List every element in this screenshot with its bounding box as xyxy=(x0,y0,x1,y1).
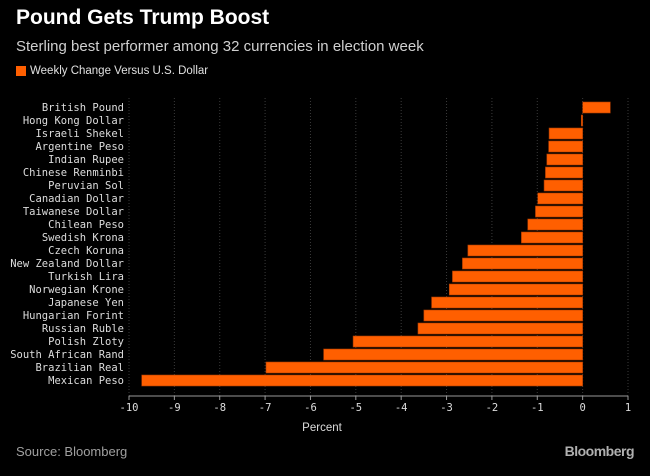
x-tick-label: -4 xyxy=(395,402,408,414)
x-tick-label: -1 xyxy=(531,402,544,414)
bar xyxy=(521,231,583,244)
source-note: Source: Bloomberg xyxy=(16,444,128,459)
bar xyxy=(582,101,611,114)
category-label: Hungarian Forint xyxy=(23,310,124,322)
category-label: Japanese Yen xyxy=(48,297,124,309)
category-label: Czech Koruna xyxy=(48,245,124,257)
x-tick-label: -2 xyxy=(486,402,499,414)
category-label: Indian Rupee xyxy=(48,154,124,166)
category-label: South African Rand xyxy=(10,349,124,361)
bar xyxy=(527,218,583,231)
bar xyxy=(537,192,583,205)
category-label: Russian Ruble xyxy=(42,323,124,335)
category-label: Chilean Peso xyxy=(48,219,124,231)
bar xyxy=(580,114,583,127)
bar xyxy=(141,374,583,387)
x-tick-label: 0 xyxy=(579,402,585,414)
category-label: Swedish Krona xyxy=(42,232,124,244)
chart-subtitle: Sterling best performer among 32 currenc… xyxy=(16,38,424,55)
x-tick-label: 1 xyxy=(625,402,631,414)
legend-label: Weekly Change Versus U.S. Dollar xyxy=(30,65,209,77)
bar xyxy=(323,348,583,361)
chart-title: Pound Gets Trump Boost xyxy=(16,6,270,29)
x-axis-label: Percent xyxy=(302,422,342,434)
bar xyxy=(548,140,583,153)
category-label: Taiwanese Dollar xyxy=(23,206,124,218)
category-label: New Zealand Dollar xyxy=(10,258,124,270)
category-label: Mexican Peso xyxy=(48,375,124,387)
category-label: Canadian Dollar xyxy=(29,193,124,205)
bar xyxy=(535,205,583,218)
category-label: Turkish Lira xyxy=(48,271,124,283)
category-label: Chinese Renminbi xyxy=(23,167,124,179)
x-tick-label: -7 xyxy=(259,402,272,414)
category-label: Polish Zloty xyxy=(48,336,124,348)
bar xyxy=(417,322,583,335)
bar xyxy=(448,283,583,296)
bar xyxy=(265,361,583,374)
x-tick-label: -6 xyxy=(304,402,317,414)
bar xyxy=(546,153,583,166)
bar xyxy=(431,296,583,309)
category-label: Peruvian Sol xyxy=(48,180,124,192)
bar xyxy=(462,257,583,270)
category-label: Hong Kong Dollar xyxy=(23,115,124,127)
category-label: Argentine Peso xyxy=(35,141,124,153)
category-label: British Pound xyxy=(42,102,124,114)
bar xyxy=(545,166,583,179)
x-tick-label: -3 xyxy=(440,402,453,414)
category-label: Brazilian Real xyxy=(35,362,124,374)
x-tick-label: -5 xyxy=(349,402,362,414)
bar xyxy=(452,270,583,283)
x-tick-label: -9 xyxy=(168,402,181,414)
bar xyxy=(543,179,583,192)
category-label: Norwegian Krone xyxy=(29,284,124,296)
x-tick-label: -8 xyxy=(213,402,226,414)
legend-swatch xyxy=(16,66,26,76)
bar xyxy=(423,309,583,322)
category-label: Israeli Shekel xyxy=(35,128,124,140)
bar xyxy=(548,127,583,140)
legend: Weekly Change Versus U.S. Dollar xyxy=(16,65,208,77)
bar xyxy=(467,244,583,257)
bar xyxy=(352,335,583,348)
bloomberg-logo: Bloomberg xyxy=(564,443,635,459)
x-tick-label: -10 xyxy=(120,402,139,414)
